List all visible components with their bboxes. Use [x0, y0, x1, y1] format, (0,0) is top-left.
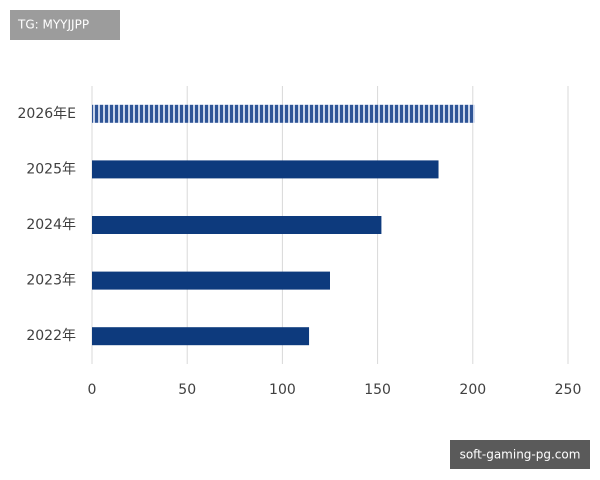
y-tick-label: 2023年 — [26, 273, 76, 289]
x-tick-label: 250 — [555, 382, 582, 398]
watermark-box — [450, 440, 590, 469]
bar — [92, 216, 382, 234]
y-tick-label: 2022年 — [26, 328, 76, 344]
y-tick-label: 2026年E — [18, 106, 76, 122]
bar — [92, 271, 330, 290]
watermark-box — [10, 10, 120, 40]
bar — [92, 160, 439, 179]
bar — [92, 327, 310, 346]
bar — [92, 104, 475, 123]
y-tick-label: 2025年 — [26, 161, 76, 177]
x-tick-label: 150 — [364, 382, 391, 398]
x-tick-label: 100 — [269, 382, 296, 398]
watermark: soft-gaming-pg.com — [460, 448, 581, 462]
plot: 0 50 100 150 200 250 2026年E 2025年 2024年 2023年 2022… — [18, 86, 582, 398]
watermark: TG: MYYJJPP — [17, 18, 89, 32]
x-tick-label: 0 — [88, 382, 97, 398]
y-tick-label: 2024年 — [26, 217, 76, 233]
x-tick-label: 50 — [178, 382, 196, 398]
x-tick-label: 200 — [459, 382, 486, 398]
